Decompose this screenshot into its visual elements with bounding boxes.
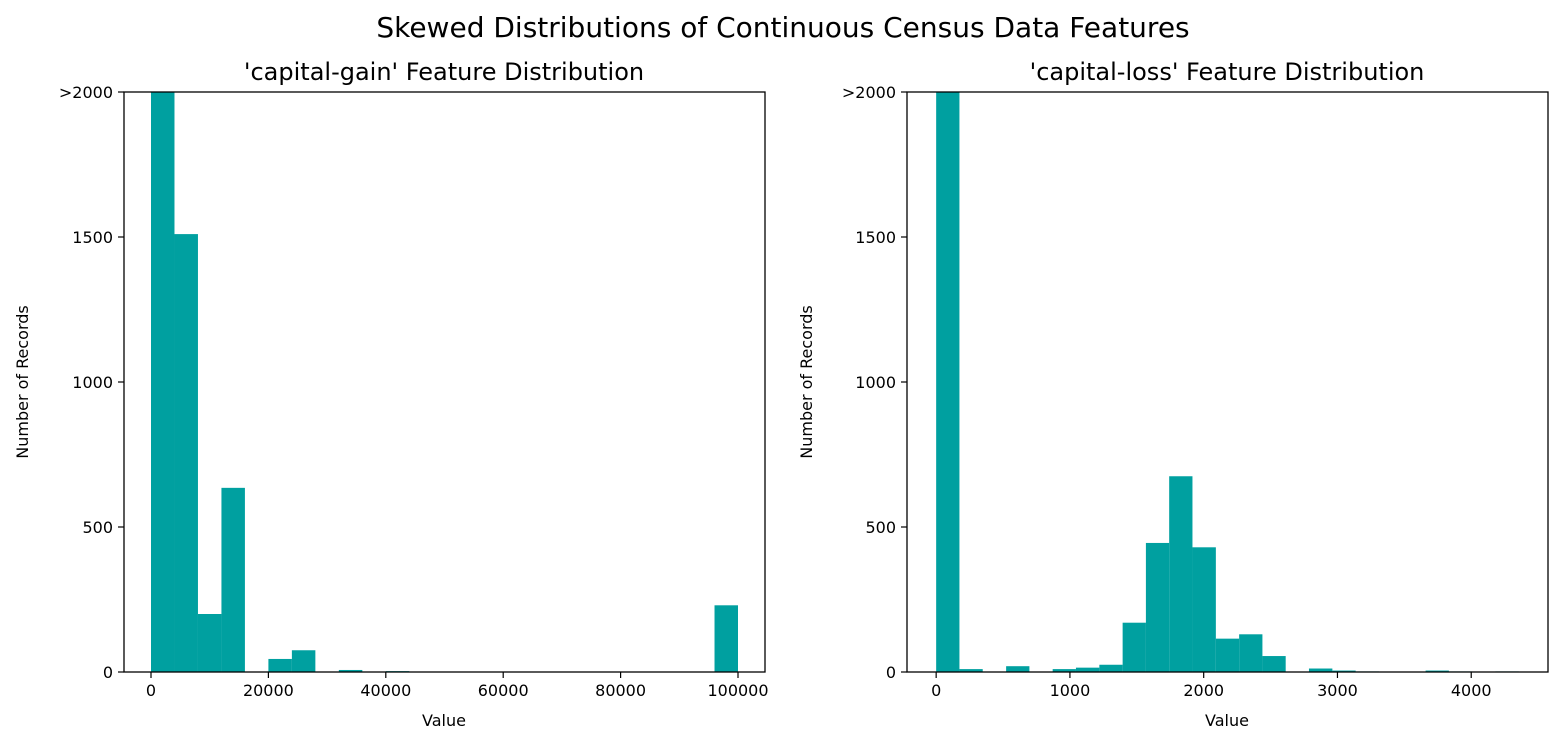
capital-loss-bar [1239,634,1263,672]
capital-loss-bar [1169,476,1193,672]
capital-loss-x-tick-label: 0 [931,681,941,700]
capital-gain-y-tick-label: 500 [82,518,113,537]
capital-loss-bar [1075,667,1100,672]
capital-gain-y-ticks: 0 500 1000 1500 >2000 [59,83,124,682]
capital-loss-bars [936,92,1519,672]
capital-loss-y-tick-label: 0 [886,663,896,682]
capital-loss-bar [1192,547,1216,672]
capital-gain-chart-title: 'capital-gain' Feature Distribution [244,58,644,86]
capital-loss-y-tick-label: 1000 [855,373,896,392]
capital-gain-x-axis-label: Value [422,711,466,730]
capital-loss-y-axis-label: Number of Records [797,305,816,458]
capital-loss-y-tick-label: >2000 [842,83,896,102]
capital-gain-bar [197,614,222,672]
capital-gain-y-tick-label: 1000 [72,373,113,392]
capital-gain-x-tick-label: 0 [146,681,156,700]
capital-loss-panel: 'capital-loss' Feature Distribution 0 100… [797,58,1549,730]
capital-loss-y-ticks: 0 500 1000 1500 >2000 [842,83,907,682]
capital-loss-bar [1332,670,1356,672]
capital-loss-y-tick-label: 1500 [855,228,896,247]
capital-gain-y-axis-label: Number of Records [13,305,32,458]
capital-loss-x-tick-label: 3000 [1317,681,1358,700]
capital-loss-x-tick-label: 4000 [1451,681,1492,700]
capital-loss-bar [1145,542,1170,672]
capital-gain-bar [714,605,738,672]
capital-loss-bar [1262,656,1286,672]
capital-gain-bar [174,234,198,672]
capital-gain-bar [221,487,245,672]
capital-loss-bar [936,92,960,672]
capital-gain-x-tick-label: 40000 [360,681,411,700]
capital-gain-x-tick-label: 80000 [595,681,646,700]
capital-gain-x-tick-label: 20000 [243,681,294,700]
capital-loss-x-tick-label: 2000 [1183,681,1224,700]
capital-loss-bar [1215,638,1240,672]
capital-gain-bars [151,92,738,672]
capital-loss-bar [1052,669,1076,672]
capital-loss-x-tick-label: 1000 [1050,681,1091,700]
capital-loss-bar [959,669,983,672]
capital-loss-chart-title: 'capital-loss' Feature Distribution [1030,58,1425,86]
capital-gain-x-tick-label: 100000 [707,681,768,700]
capital-gain-panel: 'capital-gain' Feature Distribution 0 200… [13,58,769,730]
capital-gain-bar [338,669,363,672]
capital-loss-bar [1425,670,1449,672]
capital-gain-y-tick-label: 1500 [72,228,113,247]
capital-loss-x-ticks: 0 1000 2000 3000 4000 [931,672,1492,700]
capital-gain-bar [151,92,175,672]
capital-loss-bar [1308,668,1333,672]
capital-loss-x-axis-label: Value [1205,711,1249,730]
capital-gain-y-tick-label: >2000 [59,83,113,102]
capital-gain-x-ticks: 0 20000 40000 60000 80000 100000 [146,672,769,700]
capital-loss-bar [1099,664,1123,672]
capital-loss-y-tick-label: 500 [865,518,896,537]
figure-suptitle: Skewed Distributions of Continuous Censu… [376,11,1189,44]
capital-loss-bar [1006,666,1030,672]
capital-gain-bar [268,658,292,672]
capital-loss-bar [1122,622,1146,672]
capital-gain-bar [291,650,316,672]
capital-gain-x-tick-label: 60000 [478,681,529,700]
capital-gain-y-tick-label: 0 [103,663,113,682]
